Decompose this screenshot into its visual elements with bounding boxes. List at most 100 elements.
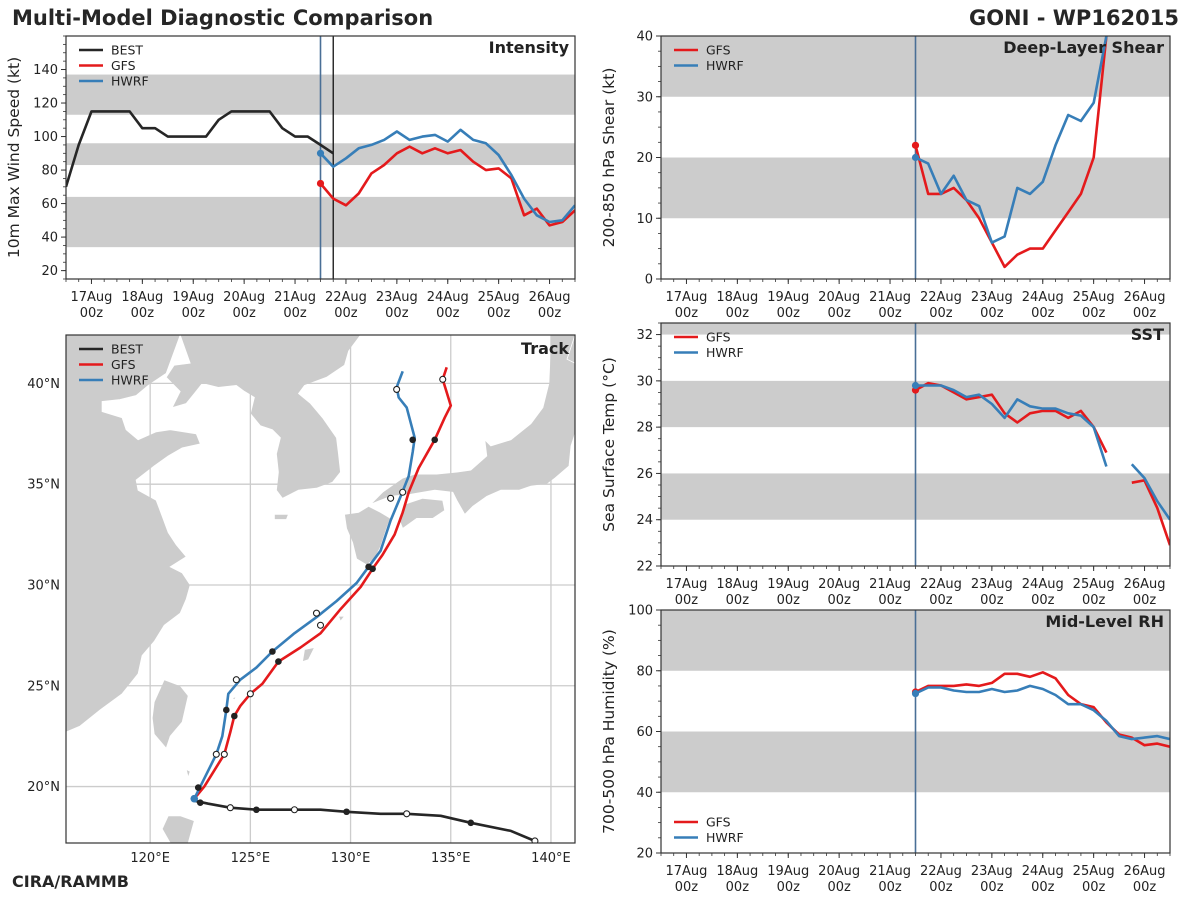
track-marker-hwrf [393,385,401,393]
intensity-panel: 2040608010012014017Aug00z18Aug00z19Aug00… [5,35,576,321]
sst-init-marker-hwrf [911,381,920,390]
shear-ytick-label: 30 [636,90,653,105]
storm-title: GONI - WP162015 [968,6,1179,30]
rh-xtick-label: 00z [675,880,699,895]
sst-xtick-label: 23Aug [971,577,1013,592]
legend-label-hwrf: HWRF [111,373,149,388]
sst-xtick-label: 00z [1082,593,1106,608]
rh-init-marker-hwrf [911,689,920,698]
track-marker-hwrf [409,436,416,444]
rh-xtick-label: 25Aug [1073,864,1115,879]
intensity-xtick-label: 00z [283,306,307,321]
track-init-marker [190,794,199,803]
shear-xtick-label: 18Aug [716,290,758,305]
track-marker-hwrf [312,609,321,617]
track-marker-hwrf [232,676,240,684]
track-xtick-label: 125°E [231,851,271,866]
intensity-xtick-label: 00z [436,306,460,321]
track-marker-hwrf [223,706,230,714]
shear-xtick-label: 24Aug [1022,290,1064,305]
intensity-xtick-label: 18Aug [121,290,163,305]
land-mass [231,696,238,701]
rh-ytick-label: 100 [628,604,653,619]
land-mass [66,335,362,499]
land-mass [301,646,316,663]
intensity-xtick-label: 00z [385,306,409,321]
shear-title: Deep-Layer Shear [1003,38,1164,57]
sst-series-hwrf [915,384,1170,521]
rh-ytick-label: 80 [636,664,653,679]
track-marker-hwrf [365,563,372,571]
intensity-ytick-label: 140 [33,63,58,78]
rh-xtick-label: 17Aug [665,864,707,879]
legend-label-hwrf: HWRF [706,58,744,73]
sst-xtick-label: 00z [777,593,801,608]
sst-title: SST [1131,325,1164,344]
rh-xtick-label: 22Aug [920,864,962,879]
shear-xtick-label: 19Aug [767,290,809,305]
track-marker-best [253,806,260,814]
rh-series-gfs [914,671,1170,748]
shear-panel: 01020304017Aug00z18Aug00z19Aug00z20Aug00… [600,30,1171,321]
sst-xtick-label: 00z [1031,593,1055,608]
sst-xtick-label: 22Aug [920,577,962,592]
shear-xtick-label: 00z [929,306,953,321]
intensity-ytick-label: 20 [41,264,58,279]
land-mass [151,679,189,750]
legend-label-hwrf: HWRF [706,345,744,360]
shear-ytick-label: 0 [645,273,653,288]
rh-xtick-label: 00z [726,880,750,895]
track-title: Track [521,339,569,358]
track-marker-gfs [431,436,439,444]
legend-label-gfs: GFS [706,330,731,345]
rh-xtick-label: 00z [1133,880,1157,895]
sst-ytick-label: 22 [636,560,653,575]
sst-xtick-label: 18Aug [716,577,758,592]
track-marker-best [403,810,411,818]
track-marker-gfs [275,658,282,665]
shear-xtick-label: 00z [878,306,902,321]
shear-xtick-label: 20Aug [818,290,860,305]
shear-xtick-label: 00z [1031,306,1055,321]
track-marker-gfs [316,621,325,629]
shear-series-gfs [914,36,1108,269]
intensity-ylabel: 10m Max Wind Speed (kt) [5,57,23,258]
sst-xtick-label: 00z [726,593,750,608]
shear-init-marker-gfs [911,141,920,149]
sst-ytick-label: 28 [636,421,653,436]
intensity-xtick-label: 00z [232,306,256,321]
track-ytick-label: 40°N [27,377,60,392]
intensity-xtick-label: 25Aug [478,290,520,305]
intensity-xtick-label: 17Aug [70,290,112,305]
intensity-init-marker-hwrf [316,149,325,157]
track-marker-best [226,804,234,812]
rh-xtick-label: 21Aug [869,864,911,879]
sst-xtick-label: 25Aug [1073,577,1115,592]
intensity-ytick-label: 40 [41,231,58,246]
track-marker-hwrf [387,494,395,502]
intensity-xtick-label: 22Aug [325,290,367,305]
land-mass [337,615,346,623]
main-title: Multi-Model Diagnostic Comparison [12,6,434,30]
intensity-xtick-label: 19Aug [172,290,214,305]
track-panel: 120°E 125°E 130°E 135°E 140°E 20°N 25°N 30°N 35°… [27,334,576,866]
legend-label-best: BEST [111,342,143,357]
track-xtick-label: 120°E [130,851,170,866]
shear-series-hwrf [914,36,1108,244]
track-line-best [194,799,536,843]
shear-xtick-label: 25Aug [1073,290,1115,305]
sst-xtick-label: 00z [827,593,851,608]
intensity-xtick-label: 00z [182,306,206,321]
track-marker-best [467,819,475,827]
track-marker-gfs [220,750,228,758]
shear-xtick-label: 00z [1133,306,1157,321]
sst-xtick-label: 00z [929,593,953,608]
shear-xtick-label: 00z [726,306,750,321]
rh-xtick-label: 00z [1082,880,1106,895]
shear-ytick-label: 20 [636,151,653,166]
rh-xtick-label: 19Aug [767,864,809,879]
track-ytick-label: 25°N [27,679,60,694]
rh-xtick-label: 24Aug [1022,864,1064,879]
legend-label-gfs: GFS [706,43,731,58]
